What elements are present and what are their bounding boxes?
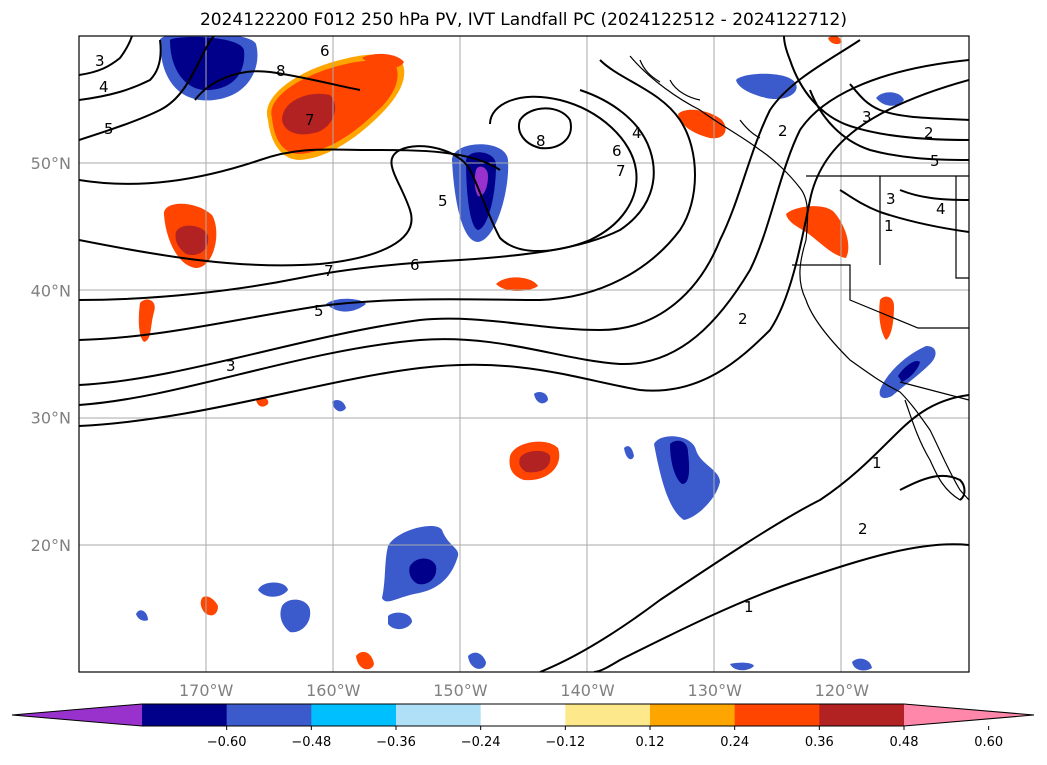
colorbar-extend-high xyxy=(904,704,1034,726)
colorbar: −0.60 −0.48 −0.36 −0.24 −0.12 0.12 0.24 0.36 0.4… xyxy=(11,703,1035,750)
pv-blob-negative xyxy=(258,582,288,597)
pv-blob-positive xyxy=(828,36,842,45)
colorbar-tick-label: 0.60 xyxy=(974,735,1003,750)
contour-label: 3 xyxy=(226,357,236,375)
contour-label: 1 xyxy=(884,217,894,235)
longitude-tick-label: 170°W xyxy=(179,681,234,700)
plot-border xyxy=(78,35,970,673)
contour-label: 7 xyxy=(324,262,334,280)
contour-label: 1 xyxy=(744,598,754,616)
latitude-labels: 20°N 30°N 40°N 50°N xyxy=(31,154,71,555)
colorbar-tick-label: 0.12 xyxy=(636,735,665,750)
pv-blob-positive-core xyxy=(282,93,336,135)
pv-blob-negative xyxy=(534,392,548,404)
contour-label: 3 xyxy=(862,108,872,126)
colorbar-segment xyxy=(396,704,482,726)
colorbar-segment xyxy=(565,704,651,726)
pv-blob-positive xyxy=(200,596,218,616)
pv-blob-negative xyxy=(332,400,346,412)
colorbar-tick-label: −0.48 xyxy=(291,735,331,750)
colorbar-segment xyxy=(650,704,736,726)
colorbar-tick-label: 0.24 xyxy=(720,735,749,750)
longitude-tick-label: 150°W xyxy=(433,681,488,700)
longitude-tick-label: 140°W xyxy=(560,681,615,700)
colorbar-segment xyxy=(311,704,397,726)
longitude-tick-label: 130°W xyxy=(688,681,743,700)
contour-label: 5 xyxy=(438,192,448,210)
contour-label: 6 xyxy=(410,256,420,274)
pv-blob-positive xyxy=(138,299,155,342)
contour-label: 5 xyxy=(930,152,940,170)
contour-label: 6 xyxy=(612,142,622,160)
contour-label: 3 xyxy=(95,52,105,70)
map-title: 2024122200 F012 250 hPa PV, IVT Landfall… xyxy=(199,10,847,30)
longitude-tick-label: 160°W xyxy=(306,681,361,700)
pv-blob-positive xyxy=(256,397,269,407)
pv-blob-negative xyxy=(736,73,797,100)
pv-blob-negative xyxy=(136,610,148,621)
pv-blob-positive xyxy=(879,296,894,340)
pv-blob-negative xyxy=(852,658,872,671)
pv-blob-negative xyxy=(280,599,311,633)
colorbar-tick-label: −0.60 xyxy=(207,735,247,750)
colorbar-tick-label: −0.36 xyxy=(376,735,416,750)
pv-blob-negative xyxy=(624,446,634,460)
contour-label: 4 xyxy=(936,200,946,218)
pv-blob-negative-core xyxy=(898,360,920,382)
colorbar-segment xyxy=(734,704,820,726)
pv-blob-negative xyxy=(876,92,904,106)
colorbar-tick-label: −0.12 xyxy=(545,735,585,750)
contour-label: 1 xyxy=(872,454,882,472)
pv-blob-positive-core xyxy=(519,450,551,473)
longitude-tick-label: 120°W xyxy=(815,681,870,700)
contour-label: 7 xyxy=(305,111,315,129)
contour-label: 2 xyxy=(778,122,788,140)
contour-label: 5 xyxy=(104,120,114,138)
pv-blob-positive xyxy=(786,206,849,258)
pv-blob-negative xyxy=(388,612,412,630)
contour-label: 2 xyxy=(858,520,868,538)
contour-label: 5 xyxy=(314,302,324,320)
pv-blob-negative xyxy=(468,652,486,669)
pv-blob-negative xyxy=(730,662,754,671)
longitude-labels: 170°W 160°W 150°W 140°W 130°W 120°W xyxy=(179,681,869,700)
pv-blob-positive xyxy=(362,53,404,69)
contour-label: 6 xyxy=(320,42,330,60)
contour-label: 2 xyxy=(738,310,748,328)
pv-blob-negative-core xyxy=(670,440,690,484)
contour-label: 8 xyxy=(276,62,286,80)
pv-blob-positive xyxy=(496,277,538,291)
contour-label: 4 xyxy=(632,124,642,142)
pv-blob-positive xyxy=(356,651,374,670)
ivt-contours xyxy=(79,36,969,672)
plot-area xyxy=(79,36,969,672)
latitude-tick-label: 20°N xyxy=(31,536,71,555)
colorbar-extend-low xyxy=(12,704,142,726)
colorbar-segment xyxy=(142,704,228,726)
contour-labels: 3 4 5 6 8 7 8 4 6 7 5 6 7 5 3 2 2 1 3 2 … xyxy=(95,42,946,616)
latitude-tick-label: 50°N xyxy=(31,154,71,173)
colorbar-tick-label: 0.36 xyxy=(805,735,834,750)
contour-label: 2 xyxy=(924,124,934,142)
latitude-tick-label: 30°N xyxy=(31,409,71,428)
colorbar-outline xyxy=(11,703,1035,727)
colorbar-segment xyxy=(226,704,312,726)
colorbar-tick-label: 0.48 xyxy=(890,735,919,750)
latitude-tick-label: 40°N xyxy=(31,281,71,300)
colorbar-segment xyxy=(819,704,905,726)
contour-label: 7 xyxy=(616,162,626,180)
contour-label: 3 xyxy=(886,190,896,208)
colorbar-segment xyxy=(480,704,566,726)
contour-label: 8 xyxy=(536,132,546,150)
contour-label: 4 xyxy=(99,78,109,96)
colorbar-tick-label: −0.24 xyxy=(461,735,501,750)
pv-blob-negative-core xyxy=(409,558,437,585)
pv-blob-positive-core xyxy=(175,225,209,256)
